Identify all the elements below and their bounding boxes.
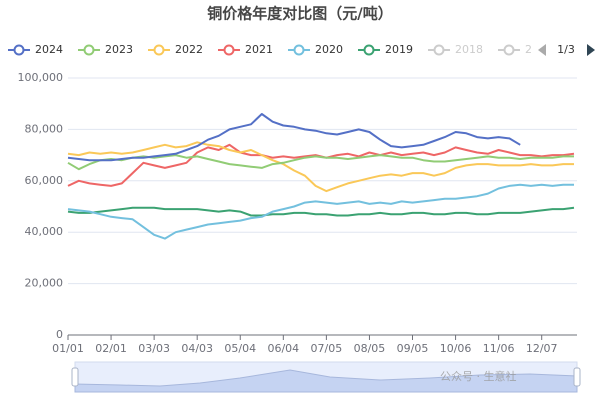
- legend-icon: [363, 44, 375, 56]
- zoom-handle[interactable]: [71, 367, 79, 387]
- zoom-handle[interactable]: [573, 367, 581, 387]
- legend-item[interactable]: 2019: [358, 43, 413, 56]
- legend-icon: [293, 44, 305, 56]
- legend-item[interactable]: 2020: [288, 43, 343, 56]
- series-line: [67, 183, 574, 240]
- legend-label: 2020: [315, 43, 343, 56]
- data-zoom[interactable]: [71, 361, 581, 393]
- legend-label: 2018: [455, 43, 483, 56]
- legend-item[interactable]: 2: [498, 43, 532, 56]
- legend-prev[interactable]: [538, 44, 546, 56]
- x-tick-label: 10/06: [440, 342, 472, 355]
- legend-label: 2022: [175, 43, 203, 56]
- x-tick-label: 08/05: [354, 342, 386, 355]
- legend-label: 2: [525, 43, 532, 56]
- legend-label: 2023: [105, 43, 133, 56]
- x-tick-label: 06/04: [267, 342, 299, 355]
- y-tick-label: 60,000: [25, 174, 64, 187]
- x-tick-label: 04/03: [181, 342, 213, 355]
- legend-item[interactable]: 2018: [428, 43, 483, 56]
- x-tick-label: 07/05: [311, 342, 343, 355]
- watermark: 公众号 · 生意社: [440, 369, 517, 383]
- legend-item[interactable]: 2024: [8, 43, 63, 56]
- legend-item[interactable]: 2022: [148, 43, 203, 56]
- x-tick-label: 05/04: [224, 342, 256, 355]
- y-tick-label: 40,000: [25, 225, 64, 238]
- legend-icon: [503, 44, 515, 56]
- legend-page: 1/3: [557, 43, 575, 56]
- y-tick-label: 80,000: [25, 122, 64, 135]
- legend-label: 2024: [35, 43, 63, 56]
- legend-label: 2019: [385, 43, 413, 56]
- x-tick-label: 01/01: [52, 342, 84, 355]
- legend-item[interactable]: 2021: [218, 43, 273, 56]
- zoom-preview: [74, 369, 578, 393]
- legend-icon: [13, 44, 25, 56]
- x-tick-label: 03/03: [138, 342, 170, 355]
- legend-label: 2021: [245, 43, 273, 56]
- legend-next[interactable]: [587, 44, 595, 56]
- legend-icon: [83, 44, 95, 56]
- x-tick-label: 09/05: [397, 342, 429, 355]
- y-tick-label: 100,000: [18, 71, 64, 84]
- y-tick-label: 20,000: [25, 277, 64, 290]
- legend-icon: [433, 44, 445, 56]
- x-tick-label: 11/06: [483, 342, 515, 355]
- legend-icon: [223, 44, 235, 56]
- chart-title: 铜价格年度对比图（元/吨）: [207, 5, 392, 23]
- x-tick-label: 02/01: [95, 342, 127, 355]
- y-tick-label: 0: [56, 328, 63, 341]
- legend-icon: [153, 44, 165, 56]
- series-line: [67, 206, 575, 217]
- x-tick-label: 12/07: [526, 342, 558, 355]
- series-line: [67, 113, 521, 162]
- legend-item[interactable]: 2023: [78, 43, 133, 56]
- series-line: [67, 141, 574, 193]
